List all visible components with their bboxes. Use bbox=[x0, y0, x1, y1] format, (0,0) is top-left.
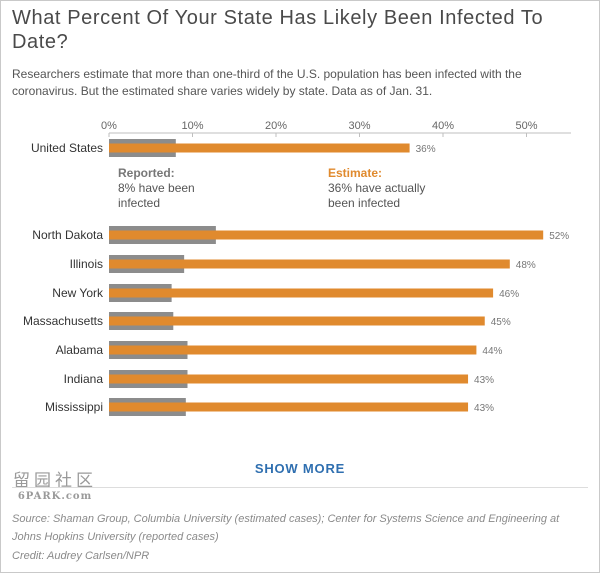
x-tick-label: 10% bbox=[181, 120, 203, 132]
reported-annotation-heading: Reported: bbox=[118, 166, 175, 180]
show-more-button[interactable]: SHOW MORE bbox=[254, 461, 346, 476]
category-label: New York bbox=[52, 286, 104, 300]
estimate-bar bbox=[109, 316, 485, 326]
estimate-annotation-heading: Estimate: bbox=[328, 166, 382, 180]
value-label: 43% bbox=[474, 375, 494, 386]
estimate-bar bbox=[109, 143, 410, 153]
bar-chart: 0% 10% 20% 30% 40% 50% United States 36% North D… bbox=[23, 120, 571, 416]
value-label: 43% bbox=[474, 403, 494, 414]
value-label: 45% bbox=[491, 317, 511, 328]
category-label: North Dakota bbox=[32, 228, 103, 242]
category-label: Alabama bbox=[56, 343, 104, 357]
category-label: Mississippi bbox=[45, 400, 103, 414]
watermark-text: 6PARK.com bbox=[17, 491, 93, 502]
x-tick-label: 50% bbox=[515, 120, 537, 132]
estimate-bar bbox=[109, 402, 469, 412]
x-tick-label: 0% bbox=[101, 120, 117, 132]
category-label: Indiana bbox=[64, 372, 104, 386]
x-tick-label: 30% bbox=[348, 120, 370, 132]
source-line-2: Johns Hopkins University (reported cases… bbox=[12, 531, 219, 543]
chart-title: What Percent Of Your State Has Likely Be… bbox=[12, 7, 544, 53]
value-label: 46% bbox=[499, 289, 519, 300]
category-label: Illinois bbox=[70, 257, 103, 271]
x-tick-label: 20% bbox=[265, 120, 287, 132]
estimate-bar bbox=[109, 230, 544, 240]
source-line-1: Source: Shaman Group, Columbia Universit… bbox=[12, 513, 560, 525]
value-label: 52% bbox=[549, 231, 569, 242]
estimate-annotation-text: 36% have actually bbox=[328, 181, 425, 195]
value-label: 36% bbox=[416, 144, 436, 155]
source-note: Source: Shaman Group, Columbia Universit… bbox=[12, 510, 592, 546]
value-label: 48% bbox=[516, 260, 536, 271]
reported-annotation-text: infected bbox=[118, 196, 160, 210]
estimate-bar bbox=[109, 374, 469, 384]
x-tick-label: 40% bbox=[432, 120, 454, 132]
category-label: United States bbox=[31, 141, 103, 155]
estimate-bar bbox=[109, 259, 510, 269]
watermark-logo-glyphs: 留园社区 bbox=[13, 471, 97, 491]
estimate-bar bbox=[109, 345, 477, 355]
reported-annotation-text: 8% have been bbox=[118, 181, 195, 195]
credit-note: Credit: Audrey Carlsen/NPR bbox=[12, 550, 150, 562]
estimate-annotation-text: been infected bbox=[328, 196, 400, 210]
footer-divider bbox=[12, 487, 588, 488]
value-label: 44% bbox=[482, 346, 502, 357]
watermark-logo: 留园社区 6PARK.com bbox=[7, 471, 103, 502]
estimate-bar bbox=[109, 288, 494, 298]
chart-subtitle: Researchers estimate that more than one-… bbox=[12, 67, 522, 98]
category-label: Massachusetts bbox=[23, 314, 103, 328]
